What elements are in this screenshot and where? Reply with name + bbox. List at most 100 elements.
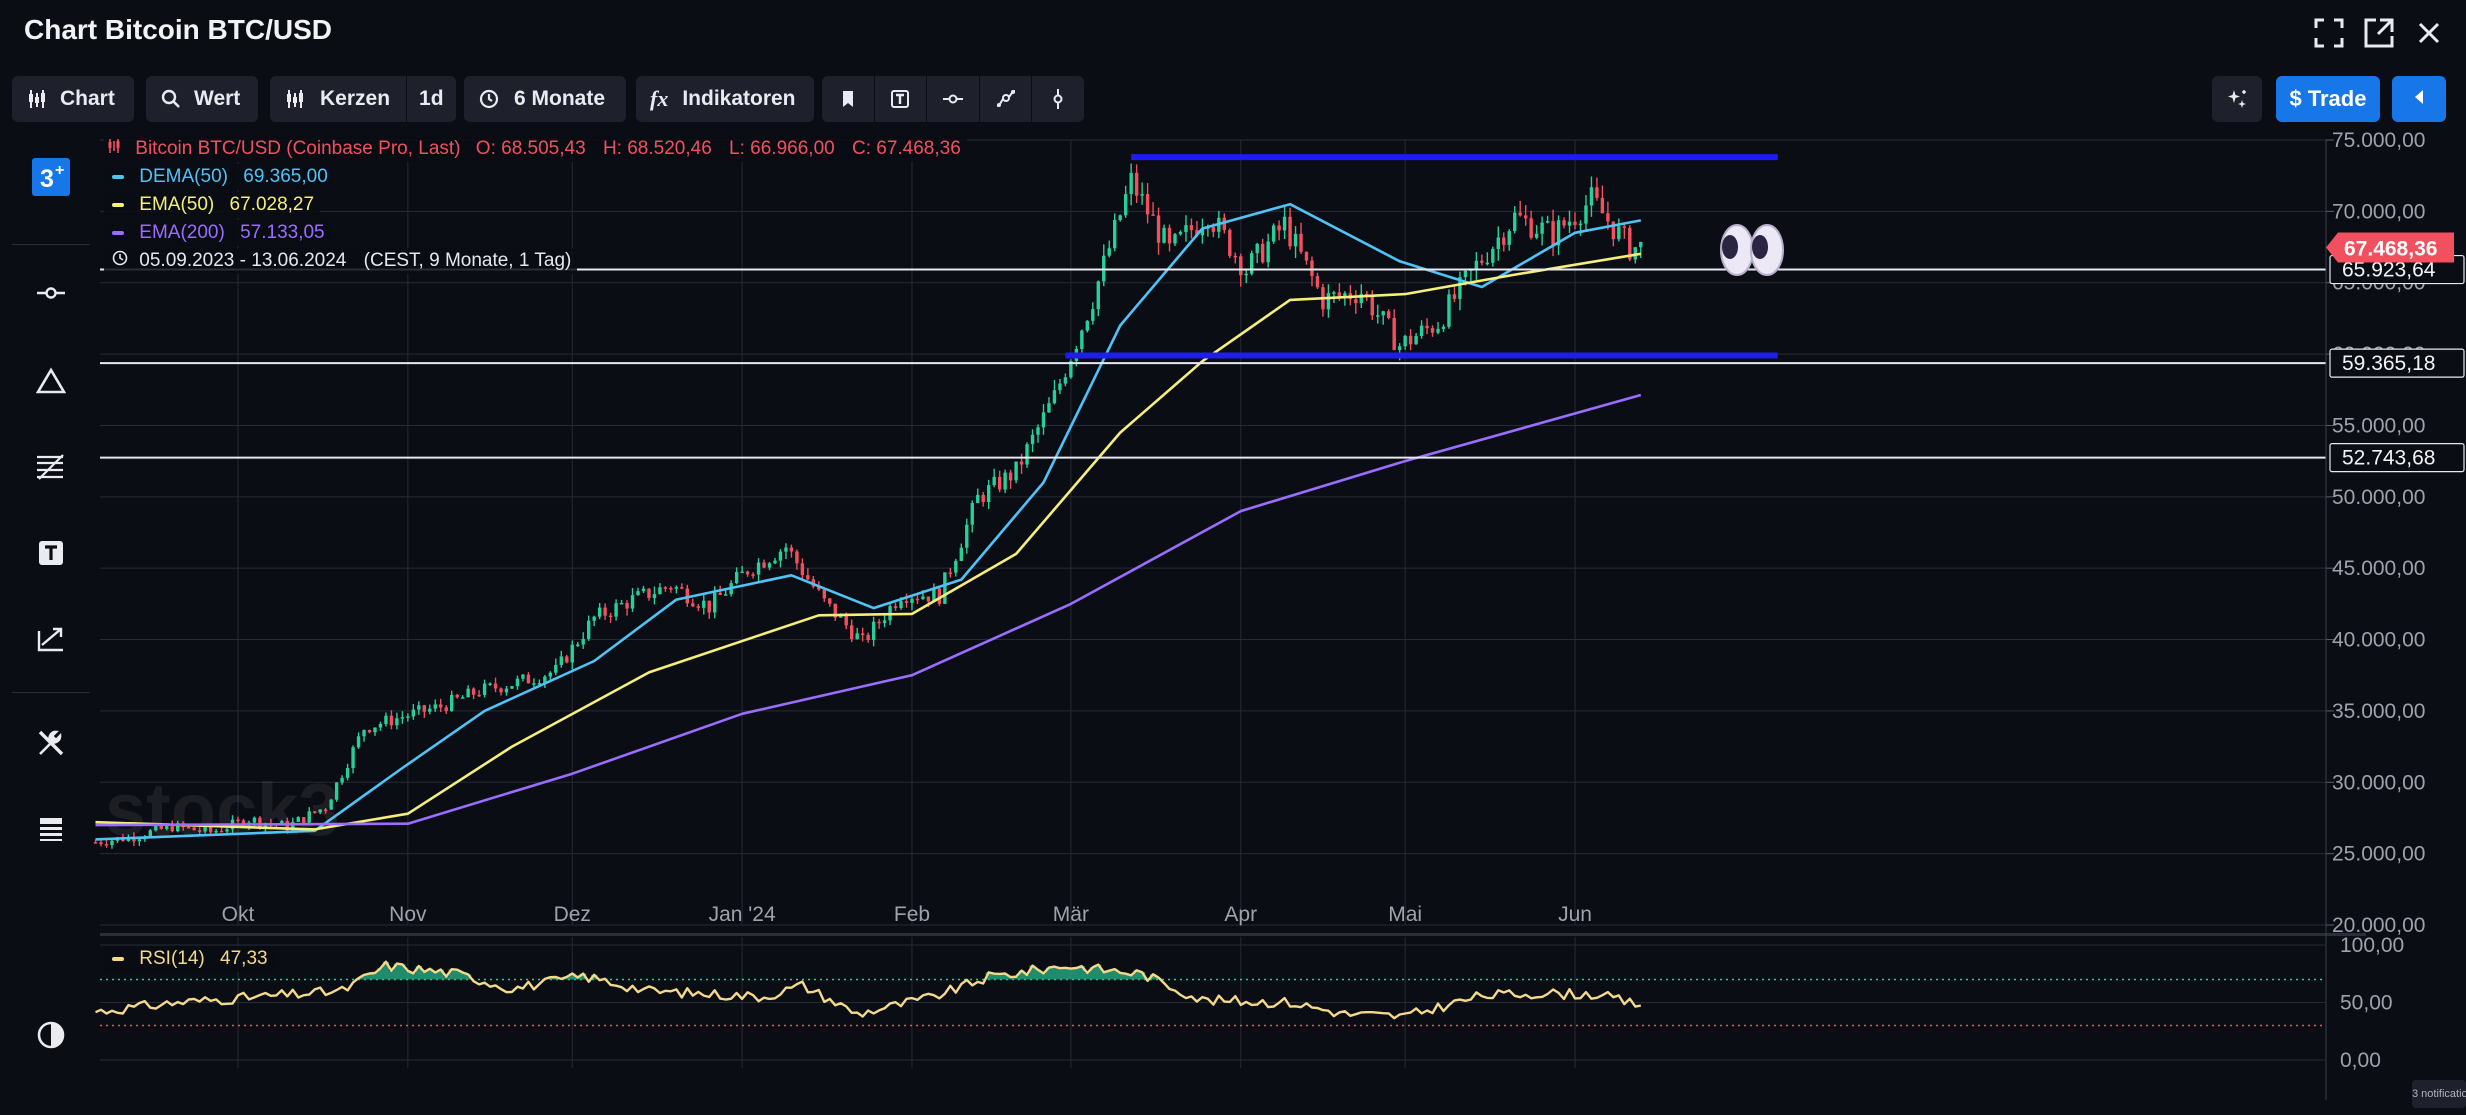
contrast-icon[interactable]	[28, 1012, 74, 1058]
legend-ema200-row[interactable]: EMA(200) 57.133,05	[104, 220, 331, 246]
candle-body	[444, 707, 448, 711]
candle-body	[154, 825, 158, 831]
candle-body	[871, 621, 876, 640]
close-icon[interactable]	[2412, 16, 2446, 50]
magic-tool-button[interactable]	[2212, 76, 2262, 122]
legend-open: O: 68.505,43	[475, 138, 586, 160]
horizontal-line-tool-icon[interactable]	[28, 270, 74, 316]
candle-body	[115, 837, 120, 841]
legend-dema-value: 69.365,00	[243, 166, 328, 187]
legend-ema50-value: 67.028,27	[229, 194, 315, 215]
candles-button[interactable]: Kerzen 1d	[270, 76, 456, 122]
candle-body	[1008, 472, 1013, 481]
stock3-logo-icon[interactable]: 3 +	[28, 154, 74, 200]
candle-body	[439, 704, 443, 708]
candle-body	[543, 676, 547, 684]
rsi-legend[interactable]: RSI(14) 47,33	[104, 946, 274, 972]
candle-body	[1014, 461, 1018, 481]
bookmark-icon[interactable]	[822, 76, 874, 122]
rsi-tick-label: 0,00	[2340, 1049, 2381, 1072]
candle-body	[263, 823, 268, 827]
legend-dema-row[interactable]: DEMA(50) 69.365,00	[104, 164, 334, 190]
curve-tool-icon[interactable]	[980, 76, 1032, 122]
candle-body	[565, 656, 569, 663]
text-icon[interactable]	[28, 530, 74, 576]
triangle-icon[interactable]	[28, 358, 74, 404]
vertical-line-icon[interactable]	[1032, 76, 1084, 122]
candle-body	[795, 551, 799, 564]
candle-body	[1337, 292, 1342, 297]
candle-body	[570, 644, 574, 663]
candle-body	[1562, 220, 1566, 226]
candle-body	[658, 587, 662, 595]
fibonacci-icon[interactable]	[28, 444, 74, 490]
candle-body	[1019, 461, 1024, 465]
candle-body	[1639, 242, 1643, 248]
candle-body	[811, 579, 816, 587]
candle-body	[252, 817, 257, 823]
range-button[interactable]: 6 Monate	[464, 76, 626, 122]
candle-body	[1321, 287, 1325, 310]
candle-body	[340, 777, 344, 783]
candle-body	[773, 560, 777, 564]
ema50-line	[95, 252, 1642, 831]
candle-body	[422, 705, 427, 712]
indicators-label: Indikatoren	[682, 87, 796, 110]
candle-body	[833, 603, 837, 618]
y-tick-label: 60.000,00	[2332, 343, 2425, 366]
candle-body	[197, 830, 202, 832]
y-tick-label: 25.000,00	[2332, 843, 2425, 866]
candle-body	[471, 688, 476, 695]
horizontal-line-icon[interactable]	[927, 76, 979, 122]
text-tool-icon[interactable]	[875, 76, 927, 122]
candle-body	[537, 683, 542, 685]
candle-body	[247, 822, 251, 827]
chart-type-button[interactable]: Chart	[12, 76, 134, 122]
candle-body	[389, 715, 394, 726]
candle-body	[718, 592, 722, 595]
fullscreen-icon[interactable]	[2312, 16, 2346, 50]
trend-arrow-icon[interactable]	[28, 616, 74, 662]
candle-body	[1523, 215, 1528, 219]
candle-body	[351, 747, 355, 769]
candle-body	[1250, 253, 1254, 274]
candle-body	[910, 598, 914, 603]
candle-body	[806, 575, 810, 580]
candle-body	[784, 547, 788, 552]
candle-body	[652, 594, 657, 599]
interval-button[interactable]: 1d	[419, 87, 444, 110]
candle-body	[740, 571, 744, 574]
candle-body	[1096, 281, 1100, 310]
notification-badge[interactable]: 3 notifications	[2412, 1080, 2466, 1108]
candle-body	[904, 601, 909, 603]
legend-period-info: (CEST, 9 Monate, 1 Tag)	[363, 250, 572, 272]
candle-body	[1288, 216, 1292, 247]
trade-button[interactable]: $ Trade	[2276, 76, 2380, 122]
value-search-button[interactable]: Wert	[146, 76, 258, 122]
dollar-icon: $	[2289, 86, 2302, 111]
candle-body	[203, 826, 207, 832]
indicators-button[interactable]: fx Indikatoren	[636, 76, 814, 122]
candle-body	[373, 727, 377, 733]
clock-icon	[478, 88, 500, 110]
candle-body	[817, 586, 821, 590]
candle-body	[669, 588, 673, 590]
legend-ema50-row[interactable]: EMA(50) 67.028,27	[104, 192, 321, 218]
candle-body	[1397, 346, 1402, 350]
candle-body	[729, 583, 733, 595]
candle-body	[1239, 256, 1243, 276]
y-tick-label: 30.000,00	[2332, 771, 2425, 794]
candle-body	[1134, 172, 1139, 196]
candles-icon	[26, 88, 48, 110]
candle-body	[800, 563, 805, 576]
tools-icon[interactable]	[28, 720, 74, 766]
candle-body	[1178, 231, 1183, 235]
candle-body	[603, 607, 607, 616]
popout-icon[interactable]	[2362, 16, 2396, 50]
candle-body	[559, 656, 563, 665]
layout-icon[interactable]	[28, 806, 74, 852]
trade-label: Trade	[2307, 86, 2367, 111]
candle-body	[597, 607, 602, 617]
collapse-panel-button[interactable]	[2392, 76, 2446, 122]
